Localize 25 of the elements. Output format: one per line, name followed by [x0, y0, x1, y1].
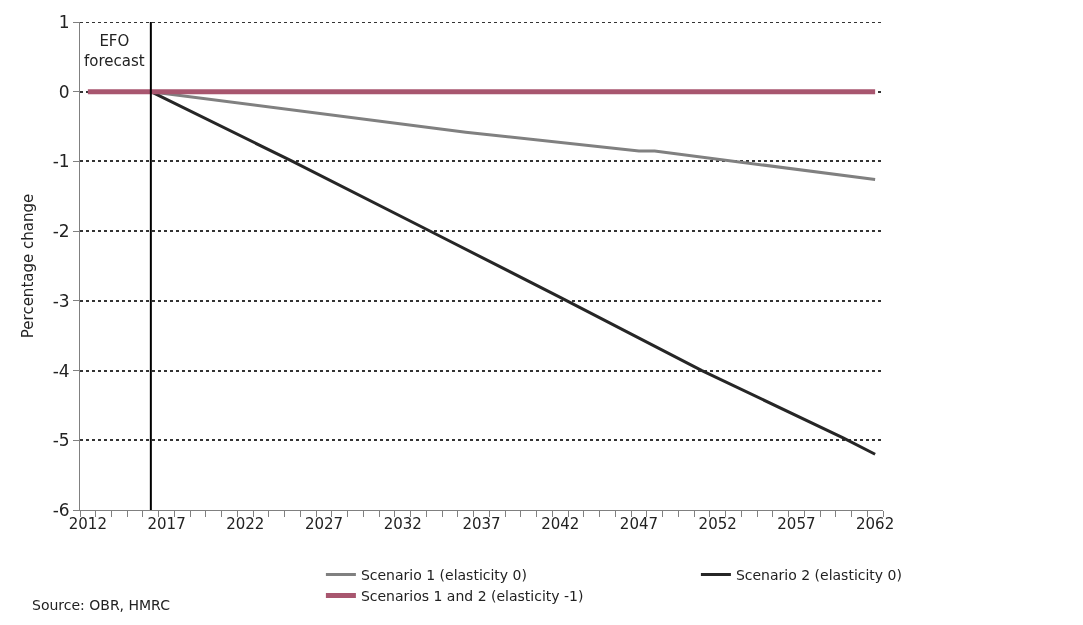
x-tick-label: 2017	[147, 515, 186, 533]
y-tick-label: 1	[58, 11, 70, 32]
ref-line-label: EFO forecast	[84, 32, 145, 70]
x-tick-label: 2022	[226, 515, 265, 533]
y-tick-label: -3	[52, 290, 70, 311]
x-tick-label: 2052	[698, 515, 737, 533]
x-tick-label: 2057	[777, 515, 816, 533]
x-tick-label: 2012	[68, 515, 107, 533]
legend-label: Scenario 2 (elasticity 0)	[735, 566, 902, 583]
x-tick-label: 2062	[856, 515, 895, 533]
y-tick-label: -6	[52, 499, 70, 520]
y-tick-label: -2	[52, 221, 70, 242]
x-tick-label: 2042	[541, 515, 580, 533]
y-tick-label: -1	[52, 151, 70, 172]
legend-label: Scenario 1 (elasticity 0)	[360, 566, 527, 583]
y-tick-label: -4	[52, 360, 70, 381]
y-tick-label: 0	[58, 81, 70, 102]
x-tick-label: 2037	[462, 515, 501, 533]
x-tick-label: 2032	[383, 515, 422, 533]
y-axis-title: Percentage change	[18, 193, 37, 339]
source-note: Source: OBR, HMRC	[32, 597, 171, 613]
x-tick-label: 2047	[619, 515, 659, 533]
x-tick-label: 2027	[304, 515, 344, 533]
y-tick-label: -5	[52, 430, 70, 451]
legend-label: Scenarios 1 and 2 (elasticity -1)	[360, 588, 584, 605]
